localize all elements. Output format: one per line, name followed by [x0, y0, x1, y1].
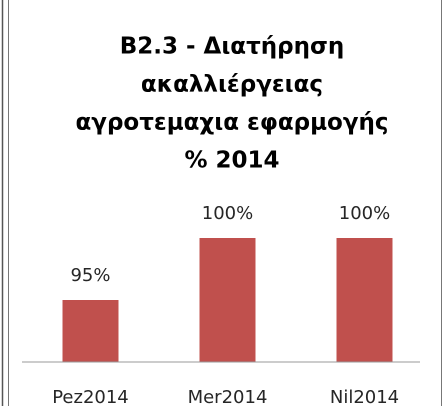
bar — [62, 300, 119, 362]
chart-title: αγροτεμαχια εφαρμογής — [75, 110, 388, 136]
data-label: 100% — [339, 203, 390, 224]
x-tick-label: Nil2014 — [330, 387, 399, 406]
chart-title: % 2014 — [184, 148, 279, 174]
x-tick-label: Mer2014 — [188, 387, 268, 406]
bar — [336, 238, 393, 362]
chart-title: B2.3 - Διατήρηση — [120, 34, 345, 60]
bar — [199, 238, 256, 362]
data-label: 95% — [70, 265, 110, 286]
chart-title: ακαλλιέργειας — [141, 72, 323, 98]
x-tick-label: Pez2014 — [52, 387, 129, 406]
data-label: 100% — [202, 203, 253, 224]
